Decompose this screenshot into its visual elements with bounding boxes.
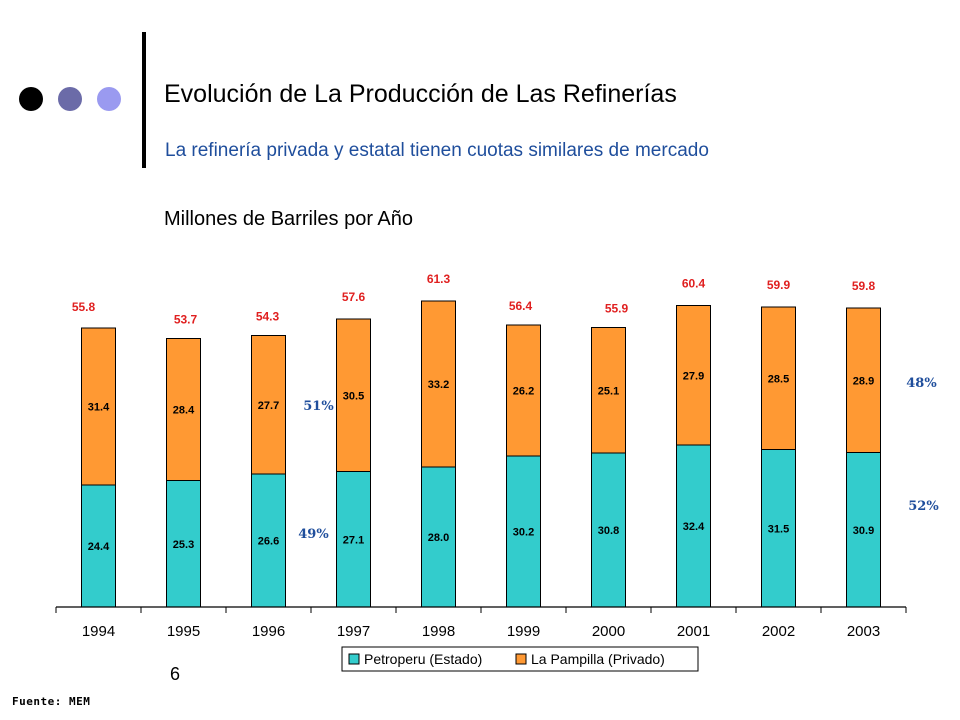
- legend-swatch-privado: [515, 653, 527, 665]
- legend-swatch-estado: [348, 653, 360, 665]
- bar-privado-1999: [506, 324, 541, 457]
- decor-dot-black: [19, 87, 43, 111]
- bar-estado-2000: [591, 452, 626, 608]
- data-label-estado-2002: 31.5: [768, 523, 789, 535]
- data-label-privado-2002: 28.5: [768, 373, 789, 385]
- x-tick-label-2001: 2001: [677, 623, 710, 640]
- x-tick-label-2002: 2002: [762, 623, 795, 640]
- legend-label-estado: Petroperu (Estado): [364, 651, 482, 667]
- share-annotation-2003-estado: 52%: [908, 499, 939, 514]
- unit-label: Millones de Barriles por Año: [164, 208, 414, 230]
- bar-privado-2002: [761, 306, 796, 450]
- decor-dot-lavender: [97, 87, 121, 111]
- data-label-privado-2003: 28.9: [853, 375, 874, 387]
- data-label-estado-2000: 30.8: [598, 525, 619, 537]
- data-label-estado-1998: 28.0: [428, 532, 449, 544]
- data-label-total-2002: 59.9: [767, 278, 791, 292]
- x-tick-label-2000: 2000: [592, 623, 625, 640]
- data-label-estado-2003: 30.9: [853, 525, 874, 537]
- share-annotation-1996-estado: 49%: [298, 527, 329, 542]
- decor-dot-purple: [58, 87, 82, 111]
- bar-privado-1997: [336, 318, 371, 472]
- data-label-total-1998: 61.3: [427, 272, 451, 286]
- data-label-privado-2001: 27.9: [683, 370, 704, 382]
- bar-privado-2000: [591, 327, 626, 454]
- x-tick-label-1995: 1995: [167, 623, 200, 640]
- data-label-estado-1999: 30.2: [513, 527, 534, 539]
- bar-estado-1995: [166, 480, 201, 608]
- bar-estado-2003: [846, 452, 881, 608]
- bar-estado-1994: [81, 484, 116, 608]
- data-label-privado-1997: 30.5: [343, 390, 364, 402]
- data-label-estado-1994: 24.4: [88, 541, 110, 553]
- page-subtitle: La refinería privada y estatal tienen cu…: [165, 140, 709, 161]
- bar-privado-2003: [846, 307, 881, 453]
- data-label-privado-1998: 33.2: [428, 379, 449, 391]
- x-tick-label-1996: 1996: [252, 623, 285, 640]
- bar-privado-1998: [421, 300, 456, 468]
- data-label-total-1994: 55.8: [72, 300, 96, 314]
- x-tick-label-1994: 1994: [82, 623, 115, 640]
- x-tick-label-2003: 2003: [847, 623, 880, 640]
- data-label-total-1999: 56.4: [509, 299, 533, 313]
- legend-label-privado: La Pampilla (Privado): [531, 651, 665, 667]
- data-label-privado-1994: 31.4: [88, 402, 110, 414]
- bar-privado-1994: [81, 327, 116, 486]
- x-tick-label-1998: 1998: [422, 623, 455, 640]
- x-tick-label-1999: 1999: [507, 623, 540, 640]
- bar-privado-2001: [676, 305, 711, 446]
- bar-estado-1997: [336, 471, 371, 608]
- data-label-privado-1996: 27.7: [258, 400, 279, 412]
- header-divider: [142, 32, 146, 168]
- data-label-total-1995: 53.7: [174, 313, 198, 327]
- data-label-privado-1999: 26.2: [513, 386, 534, 398]
- share-annotation-2003-privado: 48%: [906, 376, 937, 391]
- data-label-total-1996: 54.3: [256, 310, 280, 324]
- page-title: Evolución de La Producción de Las Refine…: [164, 80, 677, 108]
- data-label-estado-1995: 25.3: [173, 539, 194, 551]
- data-label-estado-2001: 32.4: [683, 521, 705, 533]
- data-label-total-2000: 55.9: [605, 302, 629, 316]
- data-label-estado-1997: 27.1: [343, 534, 364, 546]
- share-annotation-1996-privado: 51%: [303, 399, 334, 414]
- data-label-total-1997: 57.6: [342, 290, 366, 304]
- source-note: Fuente: MEM: [12, 695, 91, 708]
- data-label-total-2003: 59.8: [852, 279, 876, 293]
- bar-estado-1998: [421, 466, 456, 608]
- data-label-total-2001: 60.4: [682, 277, 706, 291]
- x-tick-label-1997: 1997: [337, 623, 370, 640]
- data-label-privado-2000: 25.1: [598, 385, 619, 397]
- bar-estado-2002: [761, 449, 796, 608]
- data-label-privado-1995: 28.4: [173, 405, 195, 417]
- data-label-estado-1996: 26.6: [258, 536, 279, 548]
- bar-privado-1995: [166, 338, 201, 481]
- page-number: 6: [170, 664, 181, 684]
- bar-privado-1996: [251, 335, 286, 475]
